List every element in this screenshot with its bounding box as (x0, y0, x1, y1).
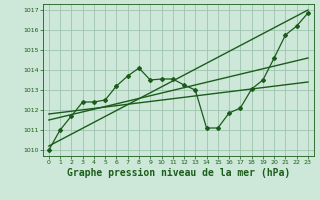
X-axis label: Graphe pression niveau de la mer (hPa): Graphe pression niveau de la mer (hPa) (67, 168, 290, 178)
